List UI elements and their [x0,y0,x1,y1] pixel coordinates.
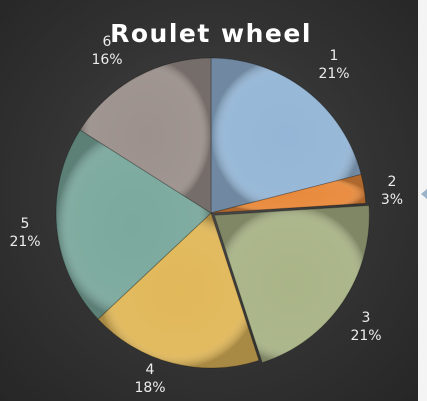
chart-area: 1 21% 2 3% 3 21% 4 18% 5 21% 6 16% Roulet wheel [0,0,418,401]
pie-slice-shading-2 [211,174,366,213]
pie-slice-shading-3 [214,205,370,363]
scroll-arrow-icon[interactable] [421,189,427,199]
pie-slice-shading-1 [211,58,362,213]
chart-title: Roulet wheel [110,19,312,48]
pie-slice-shading-5 [55,129,211,320]
panel-edge [418,0,427,401]
data-label-percent-3: 21% [350,328,381,344]
data-label-category-1: 1 [330,48,339,64]
data-label-category-5: 5 [21,216,30,232]
data-label-percent-6: 16% [91,52,122,68]
data-label-percent-1: 21% [318,66,349,82]
data-label-percent-4: 18% [134,380,165,396]
pie-slice-shading-4 [98,213,259,368]
data-label-percent-5: 21% [9,234,40,250]
data-label-category-3: 3 [362,310,371,326]
data-label-percent-2: 3% [381,192,403,208]
pie-slice-shading-6 [80,58,211,213]
data-label-category-6: 6 [103,34,112,50]
data-label-category-2: 2 [388,174,397,190]
pie-chart: 1 21% 2 3% 3 21% 4 18% 5 21% 6 16% Roulet wheel [9,19,404,396]
data-label-category-4: 4 [146,362,155,378]
